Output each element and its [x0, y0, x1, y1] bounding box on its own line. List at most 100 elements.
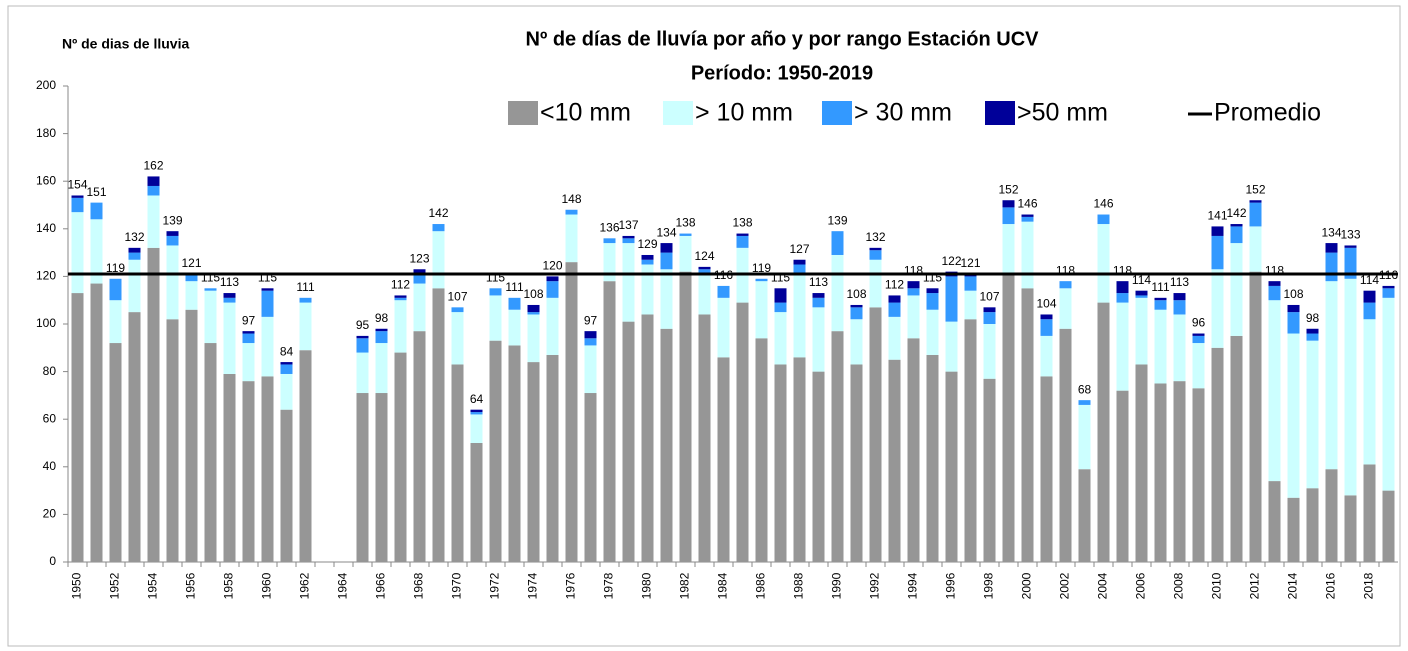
bar-segment [1382, 285, 1395, 289]
x-tick-label: 2018 [1362, 572, 1376, 599]
y-tick-label: 160 [36, 173, 56, 187]
bar-segment [983, 312, 996, 324]
bar-segment [584, 393, 597, 562]
x-tick-label: 1988 [792, 572, 806, 599]
bar-segment [1021, 216, 1034, 222]
legend-swatch [985, 101, 1015, 125]
bar-segment [1059, 281, 1072, 289]
total-label: 113 [1170, 275, 1189, 289]
bar-segment [1249, 200, 1262, 203]
bar-segment [413, 331, 426, 562]
bar-segment [926, 293, 939, 310]
bar-segment [109, 343, 122, 562]
bar-segment [261, 316, 274, 377]
bar-segment [926, 309, 939, 355]
bar-segment [888, 302, 901, 317]
bar-segment [489, 295, 502, 341]
bar-segment [375, 331, 388, 344]
total-label: 68 [1078, 382, 1092, 396]
bar-segment [983, 324, 996, 379]
x-tick-label: 1974 [526, 572, 540, 599]
bar-segment [261, 288, 274, 291]
bar-segment [622, 235, 635, 239]
bar-segment [223, 302, 236, 374]
bar-segment [641, 314, 654, 562]
bar-segment [1040, 376, 1053, 562]
bar-segment [641, 264, 654, 315]
bar-segment [850, 364, 863, 562]
bar-segment [945, 276, 958, 322]
bar-segment [812, 371, 825, 562]
bar-segment [679, 271, 692, 562]
total-label: 114 [1132, 273, 1151, 287]
bar-segment [394, 352, 407, 562]
bar-segment [1382, 490, 1395, 562]
total-label: 138 [675, 216, 695, 230]
y-axis-label: Nº de dias de lluvia [62, 36, 189, 52]
x-tick-label: 2002 [1058, 572, 1072, 599]
bar-segment [185, 274, 198, 282]
legend-label: >50 mm [1017, 99, 1108, 127]
bar-segment [128, 247, 141, 253]
bar-segment [451, 307, 464, 313]
bar-segment [71, 212, 84, 294]
bar-segment [1002, 200, 1015, 208]
bar-segment [1230, 243, 1243, 336]
bar-segment [527, 312, 540, 315]
x-tick-label: 1950 [70, 572, 84, 599]
bar-segment [223, 297, 236, 303]
bar-segment [299, 302, 312, 351]
bar-segment [1173, 381, 1186, 562]
bar-segment [1268, 281, 1281, 286]
x-tick-label: 1968 [412, 572, 426, 599]
bar-segment [983, 307, 996, 313]
x-tick-label: 1960 [260, 572, 274, 599]
bar-segment [660, 269, 673, 329]
bar-segment [565, 209, 578, 215]
bar-segment [1040, 319, 1053, 336]
bar-segment [812, 307, 825, 372]
bar-segment [622, 243, 635, 322]
bar-segment [375, 393, 388, 562]
bar-segment [185, 281, 198, 310]
bar-segment [926, 288, 939, 294]
bar-segment [204, 343, 217, 562]
bar-segment [584, 345, 597, 394]
bar-segment [394, 297, 407, 301]
bar-segment [1173, 293, 1186, 301]
bar-segment [299, 297, 312, 303]
bar-segment [907, 288, 920, 296]
bar-segment [793, 357, 806, 562]
bar-segment [717, 285, 730, 298]
bar-segment [261, 376, 274, 562]
bar-segment [546, 354, 559, 562]
legend-swatch [822, 101, 852, 125]
y-tick-label: 60 [43, 411, 57, 425]
bar-segment [736, 302, 749, 562]
bar-segment [679, 233, 692, 236]
bar-segment [109, 300, 122, 344]
total-label: 154 [67, 178, 87, 192]
bar-segment [1211, 226, 1224, 236]
bar-segment [1154, 383, 1167, 562]
x-tick-label: 1992 [868, 572, 882, 599]
bar-segment [622, 321, 635, 562]
bar-segment [1154, 300, 1167, 310]
bar-segment [527, 304, 540, 313]
x-tick-label: 2012 [1248, 572, 1262, 599]
total-label: 113 [809, 275, 828, 289]
total-label: 122 [941, 254, 961, 268]
bar-segment [470, 443, 483, 562]
bar-segment [1287, 333, 1300, 498]
bar-segment [1306, 488, 1319, 562]
bar-segment [1040, 335, 1053, 377]
bar-segment [565, 262, 578, 562]
bar-segment [1002, 224, 1015, 275]
bar-segment [90, 283, 103, 562]
bar-segment [641, 259, 654, 265]
total-label: 148 [561, 192, 581, 206]
bar-segment [888, 316, 901, 360]
x-tick-label: 2016 [1324, 572, 1338, 599]
x-tick-label: 2006 [1134, 572, 1148, 599]
total-label: 120 [542, 259, 562, 273]
